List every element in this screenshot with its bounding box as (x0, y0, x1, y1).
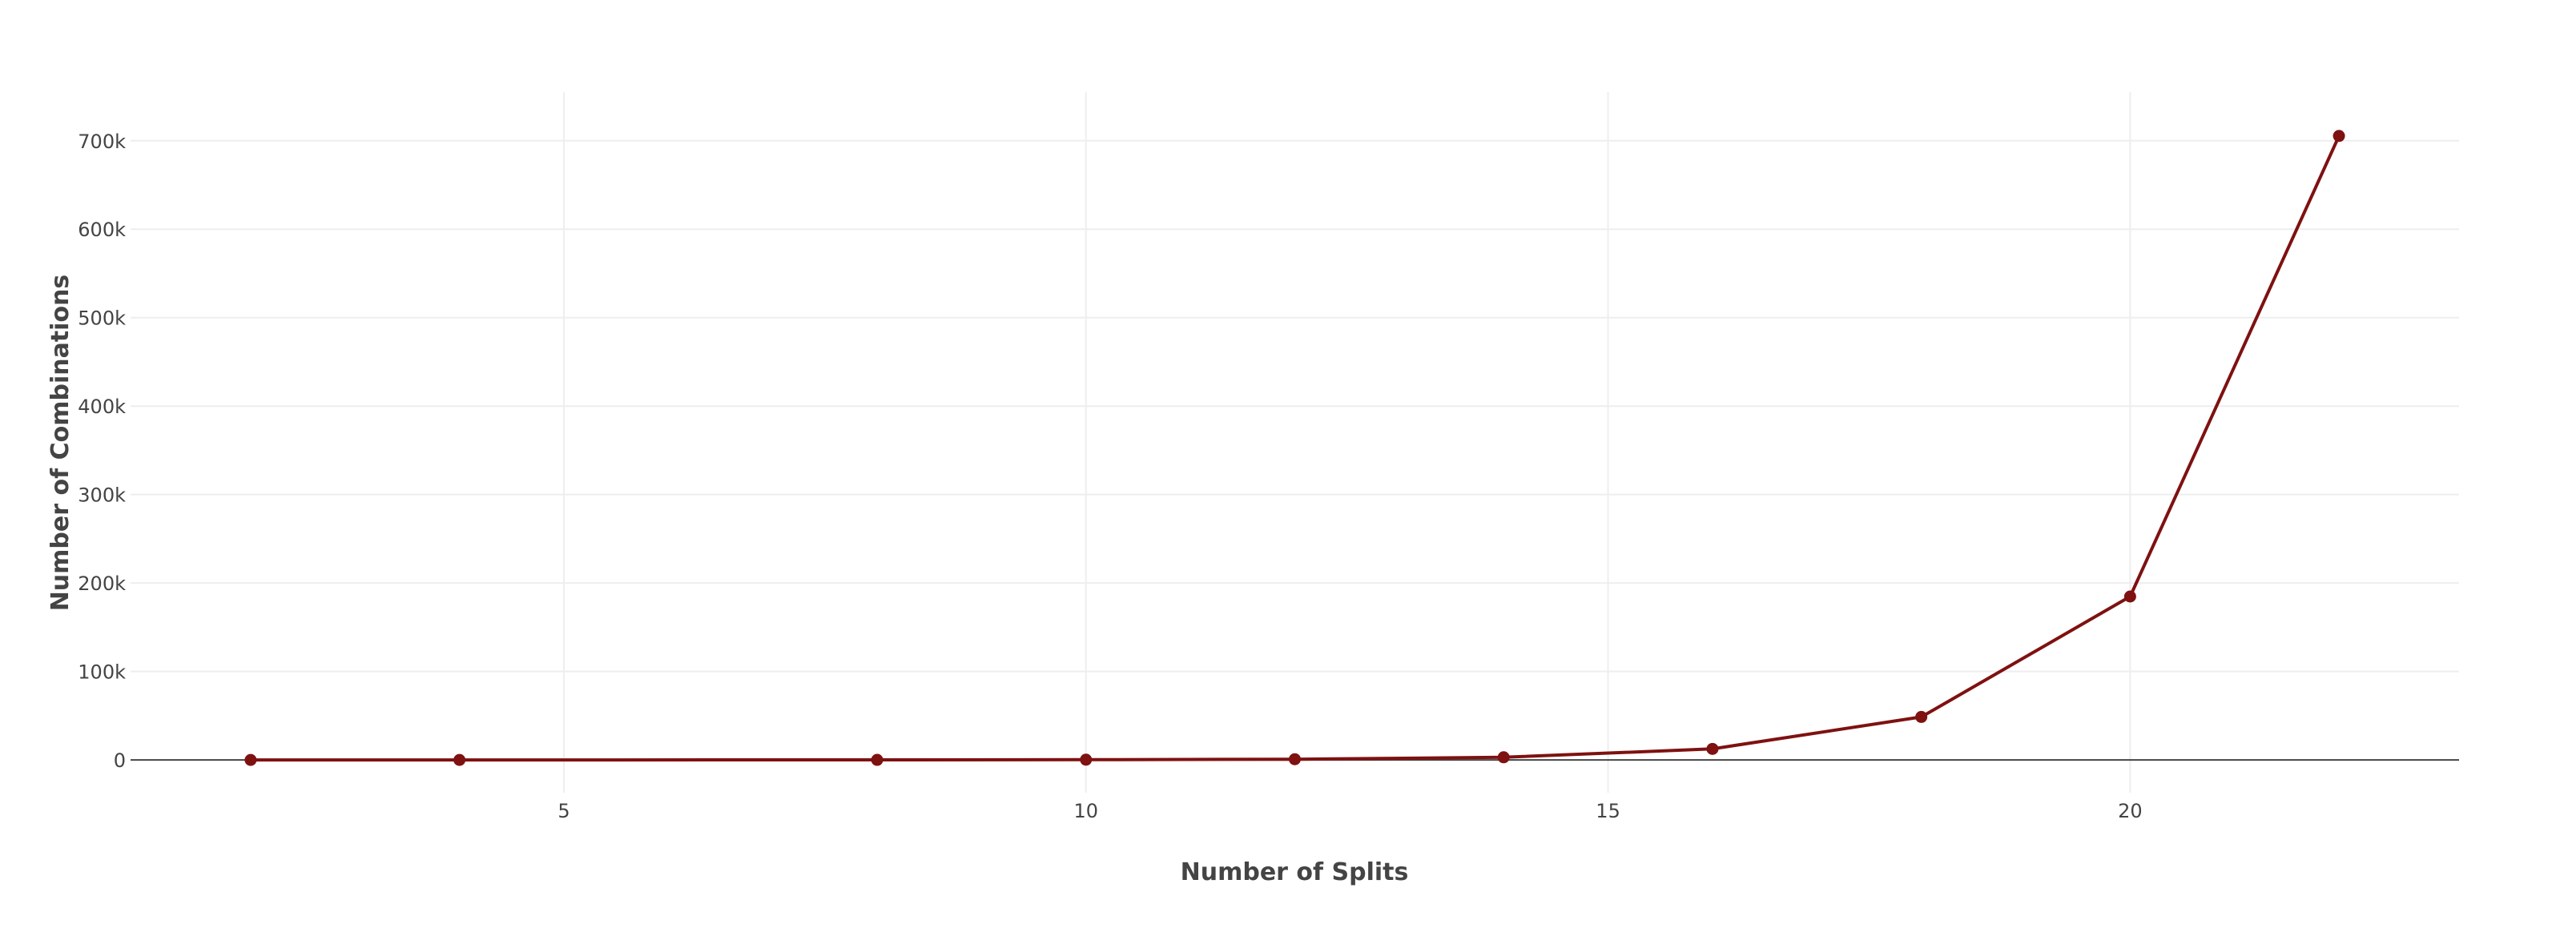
y-tick-label: 300k (78, 484, 126, 507)
y-tick-label: 400k (78, 396, 126, 418)
y-tick-label: 600k (78, 219, 126, 241)
y-tick-label: 200k (78, 572, 126, 595)
data-point[interactable] (2332, 130, 2345, 143)
label-layer: Number of Splits Number of Combinations (46, 275, 1408, 886)
data-point[interactable] (1497, 751, 1510, 764)
data-point[interactable] (1289, 753, 1301, 765)
data-point[interactable] (1080, 753, 1093, 766)
x-tick-label: 20 (2118, 800, 2143, 822)
data-point[interactable] (2123, 590, 2136, 603)
y-tick-label: 0 (114, 749, 126, 772)
x-tick-label: 5 (557, 800, 570, 822)
y-axis-title: Number of Combinations (46, 275, 74, 612)
series-layer (244, 130, 2345, 766)
x-axis-title: Number of Splits (1181, 858, 1409, 886)
data-point[interactable] (871, 753, 883, 766)
data-point[interactable] (1915, 710, 1928, 723)
y-tick-label: 500k (78, 307, 126, 330)
data-point[interactable] (1706, 742, 1719, 755)
x-tick-label: 10 (1074, 800, 1099, 822)
data-point[interactable] (453, 753, 466, 766)
y-tick-label: 100k (78, 661, 126, 684)
data-point[interactable] (244, 753, 257, 766)
grid-layer (131, 92, 2459, 793)
x-tick-label: 15 (1596, 800, 1620, 822)
axis-layer: 5 10 15 20 0 100k 200k 300k 400k 500k 600k 700k (78, 131, 2142, 822)
series-line (250, 135, 2341, 762)
y-tick-label: 700k (78, 131, 126, 153)
